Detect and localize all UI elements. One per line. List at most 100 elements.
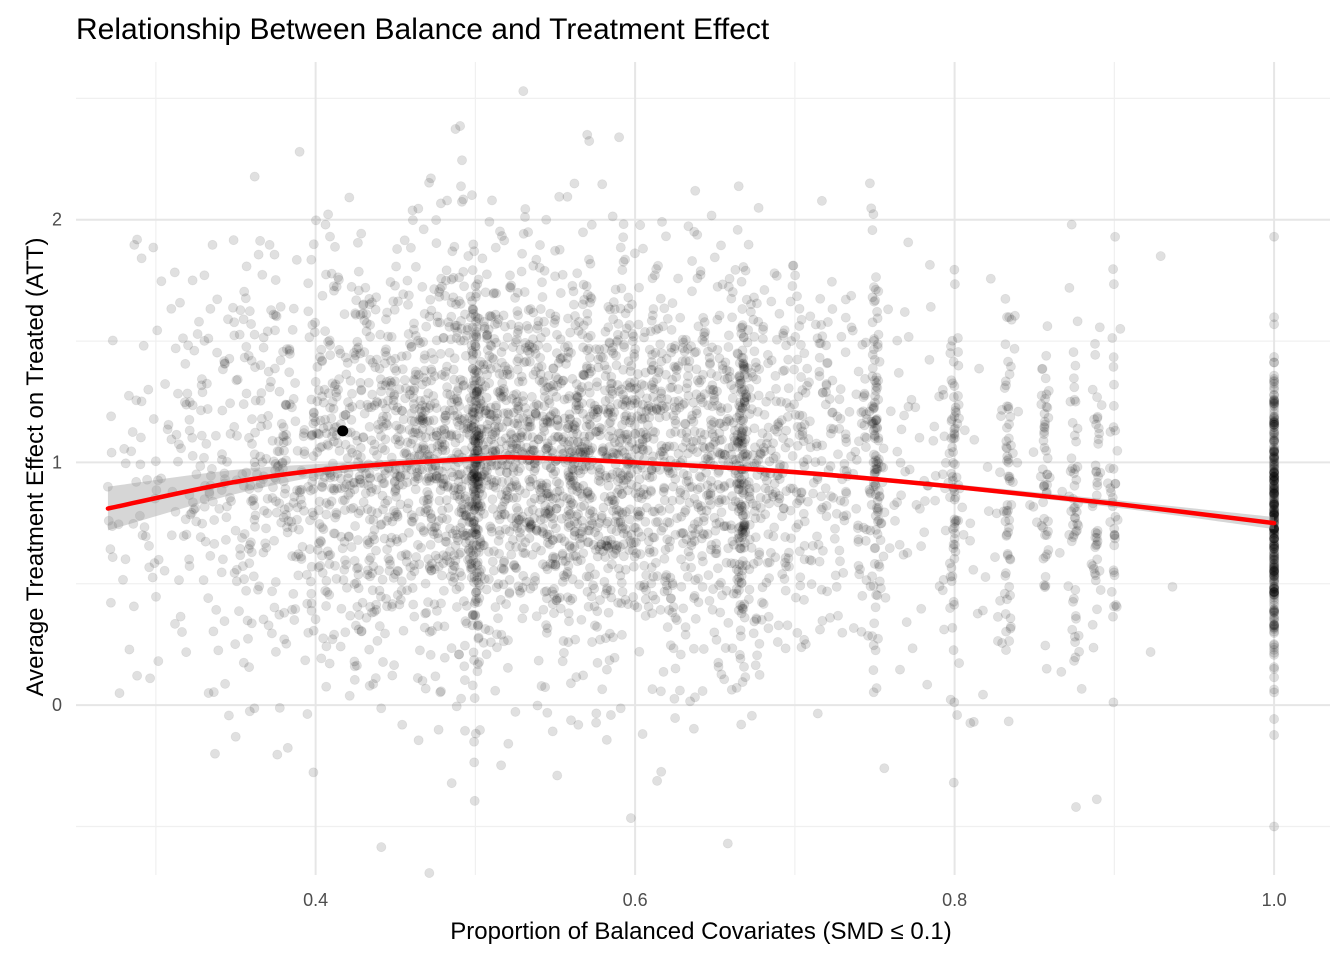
scatter-point	[821, 378, 832, 389]
scatter-point	[468, 304, 479, 315]
scatter-point	[235, 543, 246, 554]
scatter-point	[299, 446, 310, 457]
scatter-point	[812, 333, 823, 344]
scatter-point	[1269, 395, 1280, 406]
scatter-point	[607, 378, 618, 389]
scatter-point	[601, 664, 612, 675]
scatter-point	[726, 684, 737, 695]
scatter-point	[471, 332, 482, 343]
scatter-point	[517, 613, 528, 624]
scatter-point	[799, 634, 810, 645]
scatter-point	[764, 485, 775, 496]
scatter-point	[503, 476, 514, 487]
scatter-point	[468, 518, 479, 529]
scatter-point	[241, 585, 252, 596]
scatter-point	[424, 626, 435, 637]
scatter-point	[916, 603, 927, 614]
scatter-point	[769, 522, 780, 533]
scatter-point	[695, 427, 706, 438]
scatter-point	[481, 649, 492, 660]
scatter-point	[473, 392, 484, 403]
scatter-point	[550, 523, 561, 534]
scatter-point	[894, 539, 905, 550]
scatter-point	[742, 337, 753, 348]
scatter-point	[820, 483, 831, 494]
scatter-point	[525, 476, 536, 487]
scatter-point	[393, 566, 404, 577]
scatter-point	[582, 537, 593, 548]
scatter-point	[542, 416, 553, 427]
scatter-point	[1076, 683, 1087, 694]
scatter-point	[779, 365, 790, 376]
scatter-point	[230, 525, 241, 536]
scatter-point	[356, 385, 367, 396]
scatter-point	[365, 354, 376, 365]
scatter-point	[390, 483, 401, 494]
scatter-point	[814, 338, 825, 349]
scatter-point	[291, 514, 302, 525]
scatter-point	[805, 442, 816, 453]
scatter-point	[426, 375, 437, 386]
scatter-point	[840, 429, 851, 440]
scatter-point	[643, 403, 654, 414]
scatter-point	[1003, 401, 1014, 412]
scatter-point	[623, 292, 634, 303]
scatter-point	[735, 378, 746, 389]
scatter-point	[339, 309, 350, 320]
scatter-point	[224, 492, 235, 503]
scatter-point	[328, 528, 339, 539]
scatter-point	[787, 280, 798, 291]
scatter-point	[435, 485, 446, 496]
scatter-point	[406, 341, 417, 352]
scatter-point	[281, 344, 292, 355]
scatter-point	[671, 364, 682, 375]
scatter-point	[321, 601, 332, 612]
scatter-point	[380, 498, 391, 509]
scatter-point	[304, 515, 315, 526]
scatter-point	[451, 393, 462, 404]
scatter-point	[473, 633, 484, 644]
scatter-point	[725, 477, 736, 488]
scatter-point	[510, 562, 521, 573]
scatter-point	[774, 308, 785, 319]
scatter-point	[136, 253, 147, 264]
scatter-point	[303, 278, 314, 289]
scatter-point	[375, 520, 386, 531]
scatter-point	[462, 324, 473, 335]
scatter-point	[466, 190, 477, 201]
scatter-point	[551, 348, 562, 359]
scatter-point	[328, 403, 339, 414]
scatter-point	[1067, 417, 1078, 428]
scatter-point	[673, 395, 684, 406]
scatter-point	[656, 440, 667, 451]
scatter-point	[506, 443, 517, 454]
scatter-point	[513, 505, 524, 516]
scatter-point	[512, 364, 523, 375]
scatter-point	[751, 482, 762, 493]
scatter-point	[425, 649, 436, 660]
scatter-point	[1106, 487, 1117, 498]
scatter-point	[769, 424, 780, 435]
scatter-point	[676, 581, 687, 592]
scatter-point	[1003, 716, 1014, 727]
scatter-point	[1039, 416, 1050, 427]
scatter-point	[403, 290, 414, 301]
y-tick-label: 2	[52, 210, 62, 230]
scatter-point	[633, 509, 644, 520]
scatter-point	[405, 385, 416, 396]
scatter-point	[851, 503, 862, 514]
scatter-point	[628, 561, 639, 572]
scatter-point	[739, 537, 750, 548]
scatter-point	[623, 599, 634, 610]
scatter-point	[816, 504, 827, 515]
scatter-point	[569, 527, 580, 538]
scatter-point	[350, 309, 361, 320]
scatter-point	[690, 575, 701, 586]
scatter-point	[370, 362, 381, 373]
scatter-point	[901, 617, 912, 628]
scatter-point	[799, 419, 810, 430]
scatter-point	[896, 490, 907, 501]
scatter-point	[572, 481, 583, 492]
scatter-point	[1000, 293, 1011, 304]
scatter-point	[1069, 382, 1080, 393]
